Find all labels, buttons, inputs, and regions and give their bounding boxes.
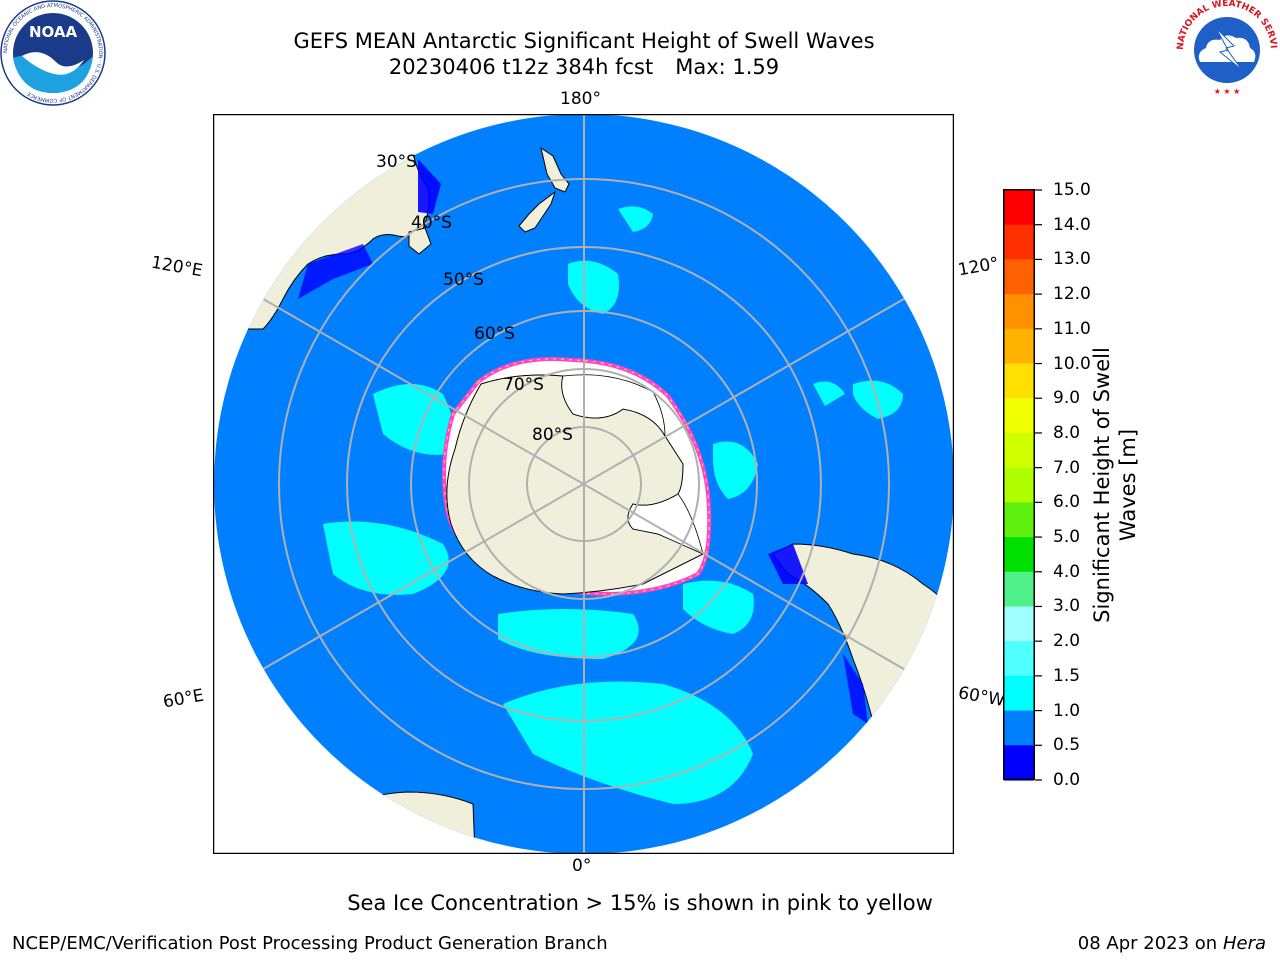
colorbar-tick-label: 3.0 xyxy=(1053,596,1081,617)
graticule xyxy=(214,114,954,854)
polar-map xyxy=(212,113,955,855)
ice-shelf-ross xyxy=(561,374,666,437)
lat-label-80s: 80°S xyxy=(532,425,573,445)
lat-label-50s: 50°S xyxy=(443,270,484,290)
swell-high-patch-3 xyxy=(498,609,639,659)
swell-high-patch-8 xyxy=(618,206,653,232)
colorbar-tick-label: 4.0 xyxy=(1053,561,1081,582)
colorbar-frame xyxy=(1003,189,1035,780)
colorbar-bin xyxy=(1004,710,1034,746)
swell-low-patch-aus-south xyxy=(298,244,373,299)
colorbar-tick-label: 1.0 xyxy=(1053,700,1081,721)
lat-label-60s: 60°S xyxy=(474,324,515,344)
colorbar-tick-label: 12.0 xyxy=(1053,284,1091,305)
swell-high-patch-10 xyxy=(813,381,845,406)
colorbar-title-line1: Significant Height of Swell xyxy=(1090,347,1114,623)
colorbar-tick-label: 9.0 xyxy=(1053,388,1081,409)
swell-low-patch-aus xyxy=(418,159,441,214)
colorbar-title: Significant Height of Swell Waves [m] xyxy=(1089,285,1141,685)
lon-label-0: 0° xyxy=(572,856,592,876)
noaa-wordmark: NOAA xyxy=(29,23,78,41)
colorbar-tick-label: 0.5 xyxy=(1053,735,1081,756)
footer-branch: NCEP/EMC/Verification Post Processing Pr… xyxy=(12,933,608,954)
lon-label-180: 180° xyxy=(560,89,601,109)
swell-high-patch-1 xyxy=(373,384,455,455)
noaa-logo: NATIONAL OCEANIC AND ATMOSPHERIC ADMINIS… xyxy=(0,0,106,106)
colorbar-bin xyxy=(1004,224,1034,261)
colorbar-bin xyxy=(1004,363,1034,399)
colorbar-tick-label: 13.0 xyxy=(1053,249,1091,270)
lon-label-120e: 120°E xyxy=(149,252,205,282)
colorbar-tick-label: 11.0 xyxy=(1053,318,1091,339)
colorbar-bin xyxy=(1004,432,1034,469)
colorbar-bin xyxy=(1004,641,1034,677)
svg-text:★ ★ ★: ★ ★ ★ xyxy=(1214,87,1241,96)
colorbar-bin xyxy=(1004,294,1034,330)
swell-high-patch-5 xyxy=(683,580,754,634)
colorbar-tick-label: 10.0 xyxy=(1053,353,1091,374)
colorbar-bin xyxy=(1004,571,1034,608)
swell-high-patch-7 xyxy=(568,260,619,314)
colorbar-bin xyxy=(1004,502,1034,538)
swell-low-patch-sa xyxy=(768,544,808,584)
colorbar-bin xyxy=(1004,398,1034,434)
sea-ice-edge-yellow xyxy=(443,358,710,595)
swell-low-patch-sa-coast xyxy=(843,654,868,724)
colorbar-bin xyxy=(1004,675,1034,712)
land-tasmania xyxy=(408,227,432,255)
colorbar-bin xyxy=(1004,190,1034,226)
colorbar-ticks xyxy=(1035,189,1042,781)
swell-high-patch-6 xyxy=(713,441,758,499)
map-frame xyxy=(212,113,955,855)
max-value: Max: 1.59 xyxy=(675,55,780,79)
colorbar-bin xyxy=(1004,259,1034,295)
footer-date-text: 08 Apr 2023 on xyxy=(1077,933,1223,954)
chart-title: GEFS MEAN Antarctic Significant Height o… xyxy=(293,29,875,53)
colorbar-bin xyxy=(1004,537,1034,573)
footer-host: Hera xyxy=(1222,933,1266,954)
lat-label-40s: 40°S xyxy=(411,213,452,233)
map-panel: 30°S 40°S 50°S 60°S 70°S 80°S xyxy=(212,113,955,855)
swell-high-patch-4 xyxy=(503,681,753,804)
land-new-zealand xyxy=(518,146,570,233)
colorbar-tick-label: 2.0 xyxy=(1053,631,1081,652)
colorbar-tick-label: 6.0 xyxy=(1053,492,1081,513)
footer-date: 08 Apr 2023 on Hera xyxy=(1078,933,1266,954)
lon-label-60e: 60°E xyxy=(161,685,206,713)
colorbar-tick-label: 15.0 xyxy=(1053,180,1091,200)
lon-label-60w: 60°W xyxy=(956,683,1007,711)
lat-label-30s: 30°S xyxy=(376,152,417,172)
colorbar-bin xyxy=(1004,328,1034,365)
colorbar-tick-label: 1.5 xyxy=(1053,665,1081,686)
colorbar-bin xyxy=(1004,467,1034,503)
colorbar xyxy=(1003,189,1035,781)
colorbar-bin xyxy=(1004,745,1034,781)
colorbar-tick-label: 7.0 xyxy=(1053,457,1081,478)
lon-label-120w: 120° xyxy=(956,253,1001,281)
colorbar-tick-label: 14.0 xyxy=(1053,214,1091,235)
run-info: 20230406 t12z 384h fcst xyxy=(388,55,654,79)
nws-logo: NATIONAL WEATHER SERVICE ★ ★ ★ xyxy=(1174,0,1278,99)
colorbar-tick-label: 8.0 xyxy=(1053,422,1081,443)
colorbar-tick-label: 0.0 xyxy=(1053,770,1081,790)
colorbar-tick-label: 5.0 xyxy=(1053,527,1081,548)
colorbar-bin xyxy=(1004,606,1034,642)
colorbar-title-line2: Waves [m] xyxy=(1116,428,1140,542)
sea-ice-note: Sea Ice Concentration > 15% is shown in … xyxy=(347,891,933,915)
chart-subtitle: 20230406 t12z 384h fcst Max: 1.59 xyxy=(0,54,1168,80)
lat-label-70s: 70°S xyxy=(503,375,544,395)
colorbar-bins xyxy=(1004,190,1034,781)
